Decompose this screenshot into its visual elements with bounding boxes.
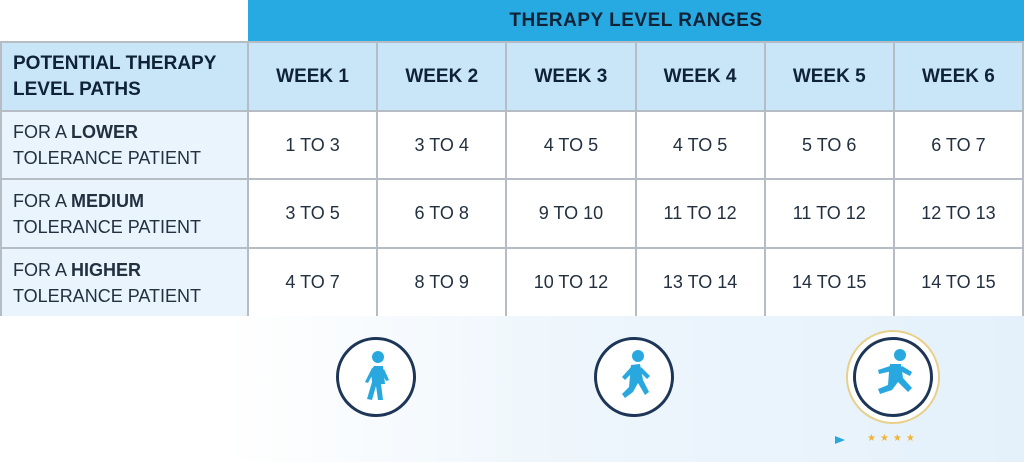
range-cell: 9 TO 10 [507,180,637,249]
range-cell: 3 TO 4 [378,112,508,180]
range-cell: 11 TO 12 [765,180,895,249]
row-prefix: FOR A [13,190,72,211]
progression-strip: ★★★★ [0,316,1024,462]
range-cell: 12 TO 13 [894,180,1024,249]
range-cell: 13 TO 14 [636,249,766,318]
range-cell: 14 TO 15 [765,249,895,318]
row-header-line-2: TOLERANCE PATIENT [13,216,202,237]
week-header: WEEK 6 [894,43,1024,112]
week-header: WEEK 3 [507,43,637,112]
row-prefix: FOR A [13,122,72,142]
range-cell: 4 TO 7 [249,249,379,318]
row-header-medium: FOR A MEDIUM TOLERANCE PATIENT [2,180,249,249]
range-cell: 1 TO 3 [249,112,379,180]
row-tolerance-level: HIGHER [71,259,142,280]
week-header: WEEK 1 [249,43,379,112]
table-banner: THERAPY LEVEL RANGES [248,0,1024,41]
row-header-line-1: FOR A MEDIUM [13,188,201,214]
row-tolerance-level: MEDIUM [71,190,145,211]
therapy-table: POTENTIAL THERAPY LEVEL PATHS WEEK 1 WEE… [0,41,1024,318]
week-header: WEEK 4 [636,43,766,112]
corner-header-line-1: POTENTIAL THERAPY [13,52,217,74]
star-rating-icon: ★★★★ [867,433,919,444]
range-cell: 3 TO 5 [249,180,379,249]
week-header: WEEK 5 [765,43,895,112]
range-cell: 4 TO 5 [507,112,637,180]
row-header-lower: FOR A LOWER TOLERANCE PATIENT [2,112,249,180]
row-prefix: FOR A [13,259,72,280]
range-cell: 5 TO 6 [765,112,895,180]
walking-person-icon [336,337,416,417]
range-cell: 6 TO 8 [378,180,508,249]
range-cell: 11 TO 12 [636,180,766,249]
row-tolerance-level: LOWER [71,122,139,142]
range-cell: 6 TO 7 [894,112,1024,180]
range-cell: 14 TO 15 [894,249,1024,318]
row-header-line-2: TOLERANCE PATIENT [13,285,202,306]
range-cell: 4 TO 5 [636,112,766,180]
range-cell: 10 TO 12 [507,249,637,318]
week-header: WEEK 2 [378,43,508,112]
range-cell: 8 TO 9 [378,249,508,318]
row-header-line-1: FOR A LOWER [13,119,201,145]
row-header-higher: FOR A HIGHER TOLERANCE PATIENT [2,249,249,318]
row-header-line-2: TOLERANCE PATIENT [13,148,202,168]
corner-header-line-2: LEVEL PATHS [13,78,141,100]
progress-arrow-icon [405,436,845,444]
running-person-icon [853,337,933,417]
corner-header: POTENTIAL THERAPY LEVEL PATHS [2,43,249,112]
jogging-person-icon [594,337,674,417]
row-header-line-1: FOR A HIGHER [13,257,201,283]
